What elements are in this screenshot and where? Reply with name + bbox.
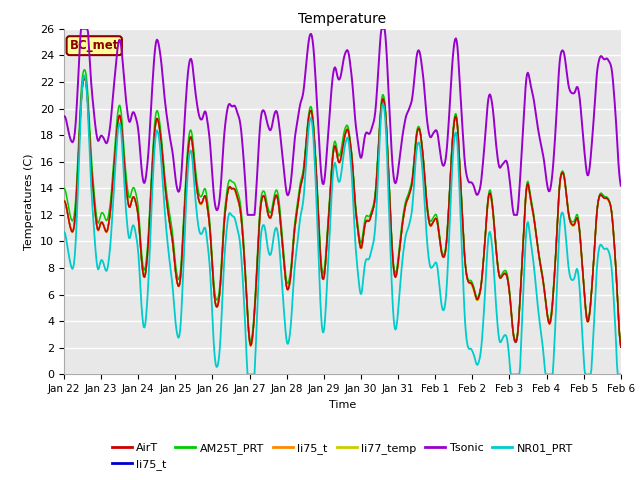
Text: BC_met: BC_met bbox=[70, 39, 119, 52]
Legend: AirT, li75_t, AM25T_PRT, li75_t, li77_temp, Tsonic, NR01_PRT: AirT, li75_t, AM25T_PRT, li75_t, li77_te… bbox=[108, 439, 577, 474]
Y-axis label: Temperatures (C): Temperatures (C) bbox=[24, 153, 35, 250]
X-axis label: Time: Time bbox=[329, 400, 356, 409]
Title: Temperature: Temperature bbox=[298, 12, 387, 26]
